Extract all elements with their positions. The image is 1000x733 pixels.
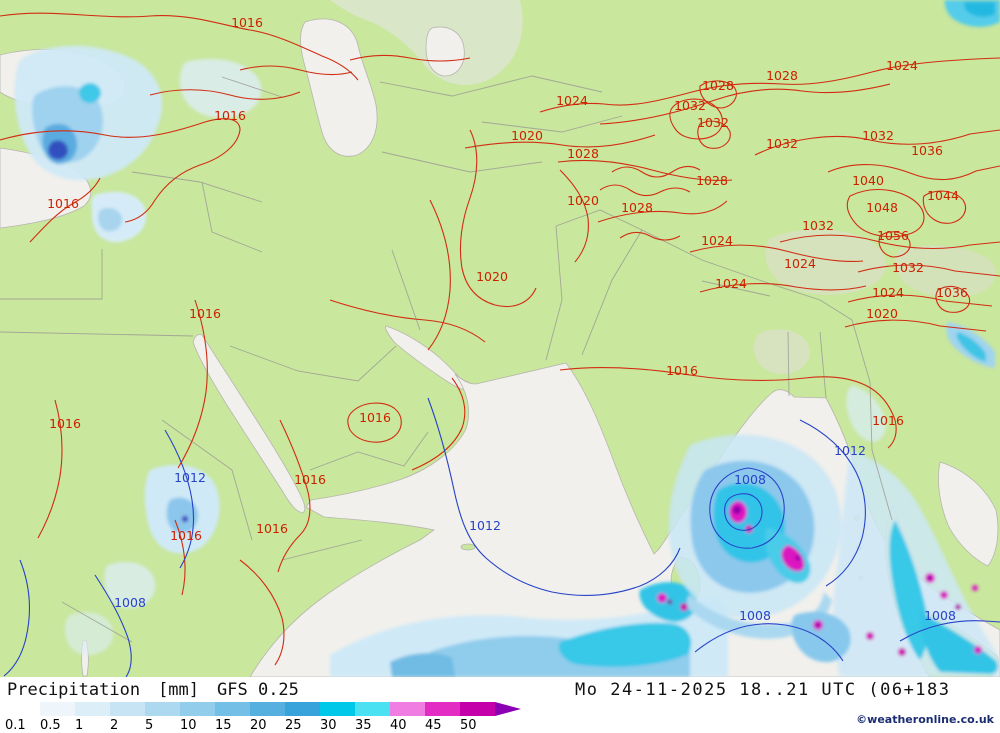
copyright: ©weatheronline.co.uk: [856, 713, 994, 726]
scale-value: 35: [355, 718, 372, 733]
scale-segment: [180, 702, 215, 716]
scale-segment: [390, 702, 425, 716]
precip-color-scale: [5, 702, 521, 716]
isobar-label: 1032: [697, 115, 729, 130]
isobar-label: 1024: [784, 256, 816, 271]
isobar-label: 1020: [511, 128, 543, 143]
isobar-label: 1016: [231, 15, 263, 30]
isobar-label: 1008: [734, 472, 766, 487]
scale-segment: [5, 702, 40, 716]
map-canvas: 1016 1016 1016 1016 1016 1016 1016 1016 1016 1020…: [0, 0, 1000, 677]
isobar-label: 1028: [702, 78, 734, 93]
legend-variable: Precipitation: [7, 680, 141, 700]
isobar-label: 1036: [936, 285, 968, 300]
isobar-label: 1032: [802, 218, 834, 233]
sea-red-sea: [192, 334, 306, 514]
isobar-labels: 1016 1016 1016 1016 1016 1016 1016 1016 1016 1020…: [47, 15, 968, 623]
isobar-label: 1008: [739, 608, 771, 623]
scale-segment: [355, 702, 390, 716]
isobar-label: 1040: [852, 173, 884, 188]
isobar-label: 1024: [701, 233, 733, 248]
scale-segment: [145, 702, 180, 716]
isobar-label: 1032: [862, 128, 894, 143]
isobar-label: 1012: [834, 443, 866, 458]
isobar-label: 1044: [927, 188, 959, 203]
isobar-label: 1016: [294, 472, 326, 487]
scale-value: 1: [75, 718, 84, 733]
isobar-label: 1012: [174, 470, 206, 485]
isobar-label: 1024: [556, 93, 588, 108]
scale-arrow: [495, 702, 521, 716]
isobar-label: 1028: [567, 146, 599, 161]
isobar-label: 1016: [47, 196, 79, 211]
isobar-label: 1008: [114, 595, 146, 610]
scale-segment: [75, 702, 110, 716]
scale-segment: [285, 702, 320, 716]
isobar-label: 1032: [766, 136, 798, 151]
isobar-label: 1036: [911, 143, 943, 158]
scale-value: 10: [180, 718, 197, 733]
island-socotra: [460, 543, 476, 551]
isobar-label: 1020: [567, 193, 599, 208]
isobar-label: 1016: [666, 363, 698, 378]
precip-scale-values: 0.1 0.5 1 2 5 10 15 20 25 30 35 40 45 50: [0, 718, 540, 733]
scale-segment: [425, 702, 460, 716]
scale-value: 30: [320, 718, 337, 733]
scale-value: 20: [250, 718, 267, 733]
isobar-label: 1016: [170, 528, 202, 543]
isobar-label: 1028: [621, 200, 653, 215]
scale-segment: [40, 702, 75, 716]
sea-gulf-of-thailand: [938, 461, 999, 567]
isobar-label: 1028: [766, 68, 798, 83]
scale-value: 15: [215, 718, 232, 733]
isobar-label: 1056: [877, 228, 909, 243]
isobars-blue: [3, 397, 1000, 677]
isobar-label: 1024: [715, 276, 747, 291]
isobar-label: 1048: [866, 200, 898, 215]
isobar-label: 1016: [189, 306, 221, 321]
scale-value: 2: [110, 718, 119, 733]
sea-caspian: [300, 18, 378, 157]
scale-value: 50: [460, 718, 477, 733]
isobar-label: 1020: [866, 306, 898, 321]
isobar-label: 1032: [674, 98, 706, 113]
legend-model: GFS 0.25: [217, 680, 299, 700]
scale-value: 5: [145, 718, 154, 733]
legend-title: Precipitation [mm] GFS 0.25: [7, 680, 317, 700]
scale-value: 0.5: [40, 718, 61, 733]
country-borders: [0, 75, 893, 643]
isobar-label: 1016: [872, 413, 904, 428]
legend-bar: Precipitation [mm] GFS 0.25 Mo 24-11-2025 …: [0, 677, 1000, 733]
scale-segment: [110, 702, 145, 716]
forecast-datetime: Mo 24-11-2025 18..21 UTC (06+183: [575, 680, 951, 700]
isobar-label: 1028: [696, 173, 728, 188]
isobar-label: 1016: [359, 410, 391, 425]
scale-value: 40: [390, 718, 407, 733]
scale-segment: [250, 702, 285, 716]
isobar-label: 1024: [872, 285, 904, 300]
isobar-label: 1016: [256, 521, 288, 536]
isobar-label: 1024: [886, 58, 918, 73]
scale-value: 0.1: [5, 718, 26, 733]
isobar-label: 1016: [214, 108, 246, 123]
isobar-label: 1016: [49, 416, 81, 431]
isobar-label: 1008: [924, 608, 956, 623]
isobars-red: [0, 12, 1000, 666]
sea-aral: [425, 26, 465, 77]
scale-value: 25: [285, 718, 302, 733]
scale-segment: [320, 702, 355, 716]
scale-segment: [215, 702, 250, 716]
isobar-label: 1020: [476, 269, 508, 284]
isobar-label: 1032: [892, 260, 924, 275]
legend-unit: [mm]: [158, 680, 200, 700]
scale-segment: [460, 702, 495, 716]
scale-value: 45: [425, 718, 442, 733]
map-area: 1016 1016 1016 1016 1016 1016 1016 1016 1016 1020…: [0, 0, 1000, 677]
isobar-label: 1012: [469, 518, 501, 533]
